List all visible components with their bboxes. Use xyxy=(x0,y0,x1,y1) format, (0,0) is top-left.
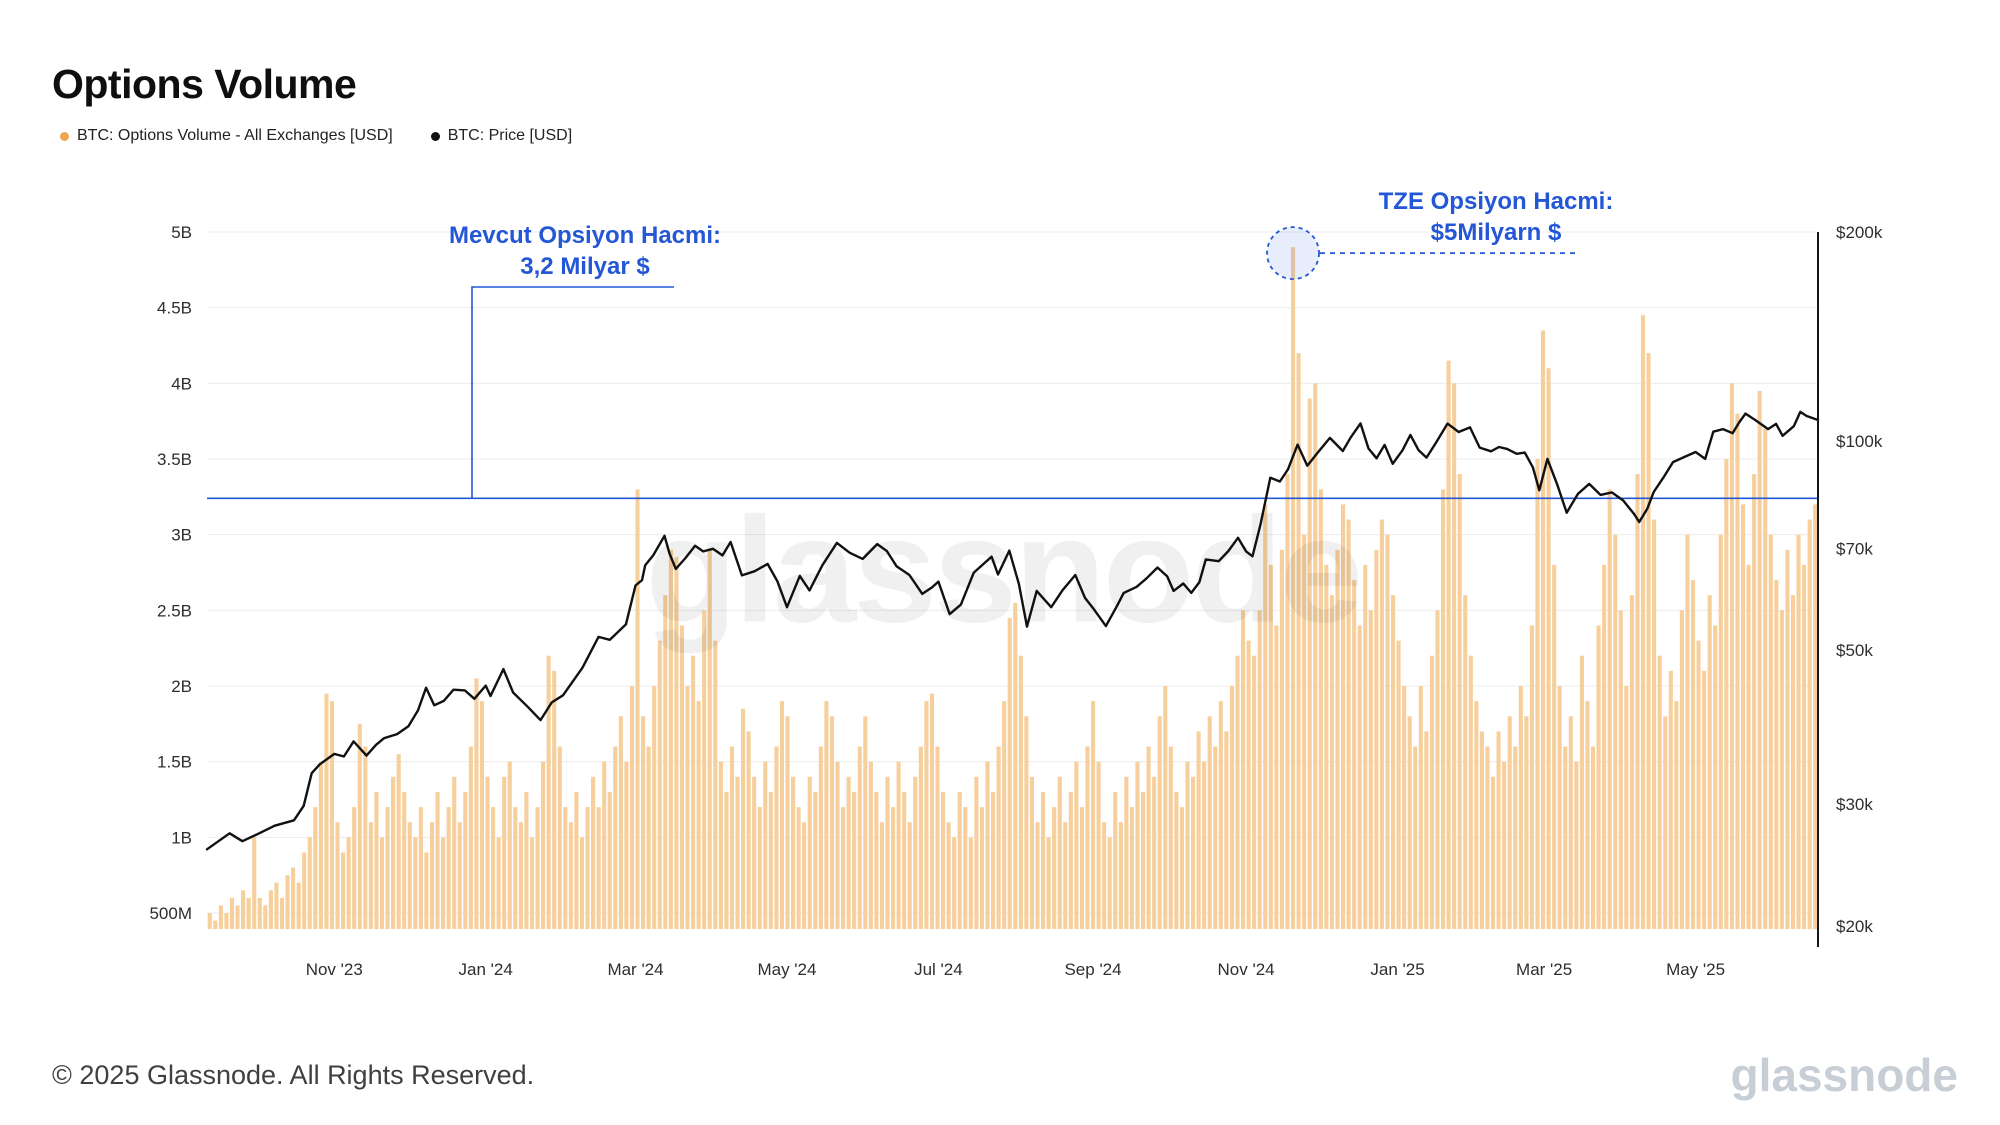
price-series-dot-icon xyxy=(430,131,440,141)
price-axis-labels: $20k $30k $50k $70k $100k $200k xyxy=(1836,223,1883,936)
time-axis-labels: Nov '23 Jan '24 Mar '24 May '24 Jul '24 Sep '… xyxy=(306,960,1725,979)
volume-series-dot-icon xyxy=(60,131,69,141)
svg-text:Nov '24: Nov '24 xyxy=(1218,960,1275,979)
svg-text:1.5B: 1.5B xyxy=(157,753,192,772)
copyright-text: © 2025 Glassnode. All Rights Reserved. xyxy=(52,1060,535,1090)
svg-text:$30k: $30k xyxy=(1836,795,1873,814)
svg-text:5B: 5B xyxy=(171,223,192,242)
svg-text:$20k: $20k xyxy=(1836,917,1873,936)
svg-text:May '24: May '24 xyxy=(757,960,816,979)
glassnode-logo-text: glassnode xyxy=(1730,1049,1958,1101)
svg-text:$100k: $100k xyxy=(1836,432,1883,451)
annotation-current-volume-line2: 3,2 Milyar $ xyxy=(520,253,650,280)
annotation-tze-volume-line2: $5Milyarn $ xyxy=(1430,219,1562,246)
svg-text:$200k: $200k xyxy=(1836,223,1883,242)
svg-text:Sep '24: Sep '24 xyxy=(1064,960,1121,979)
svg-text:500M: 500M xyxy=(149,904,192,923)
svg-text:Mar '24: Mar '24 xyxy=(607,960,663,979)
svg-text:1B: 1B xyxy=(171,828,192,847)
svg-text:2.5B: 2.5B xyxy=(157,601,192,620)
legend-label-options-volume: BTC: Options Volume - All Exchanges [USD… xyxy=(77,127,393,144)
svg-text:2B: 2B xyxy=(171,677,192,696)
svg-text:$70k: $70k xyxy=(1836,539,1873,558)
annotation-tze-volume: TZE Opsiyon Hacmi: $5Milyarn $ xyxy=(1336,186,1656,248)
legend-label-btc-price: BTC: Price [USD] xyxy=(447,127,573,144)
annotation-tze-volume-line1: TZE Opsiyon Hacmi: xyxy=(1378,188,1614,215)
svg-text:Jan '25: Jan '25 xyxy=(1370,960,1424,979)
annotation-current-volume: Mevcut Opsiyon Hacmi: 3,2 Milyar $ xyxy=(425,220,745,282)
svg-text:3.5B: 3.5B xyxy=(157,450,192,469)
volume-axis-labels: 500M 1B 1.5B 2B 2.5B 3B 3.5B 4B 4.5B 5B xyxy=(149,223,192,923)
tze-spike-highlight-circle xyxy=(1266,226,1320,281)
svg-text:4.5B: 4.5B xyxy=(157,299,192,318)
svg-text:Mar '25: Mar '25 xyxy=(1516,960,1572,979)
annotation-current-volume-line1: Mevcut Opsiyon Hacmi: xyxy=(448,222,722,249)
legend-item-btc-price[interactable]: BTC: Price [USD] xyxy=(430,127,573,145)
svg-text:Nov '23: Nov '23 xyxy=(306,960,363,979)
svg-text:3B: 3B xyxy=(171,526,192,545)
svg-text:Jan '24: Jan '24 xyxy=(459,960,513,979)
legend-item-options-volume[interactable]: BTC: Options Volume - All Exchanges [USD… xyxy=(60,127,393,145)
svg-text:4B: 4B xyxy=(171,374,192,393)
svg-text:$50k: $50k xyxy=(1836,641,1873,660)
volume-bars-series xyxy=(207,247,1818,930)
page-title: Options Volume xyxy=(52,61,357,108)
price-line-series xyxy=(205,410,1820,851)
svg-text:Jul '24: Jul '24 xyxy=(914,960,963,979)
chart-legend: BTC: Options Volume - All Exchanges [USD… xyxy=(60,127,572,145)
current-volume-annotation-connector xyxy=(471,286,674,499)
svg-text:May '25: May '25 xyxy=(1666,960,1725,979)
